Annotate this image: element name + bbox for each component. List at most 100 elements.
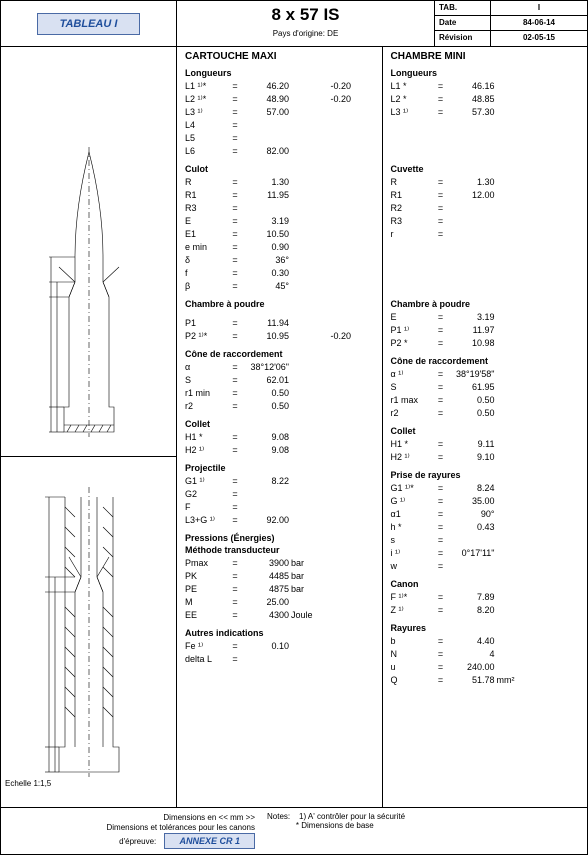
row-label: H1 * bbox=[185, 431, 229, 444]
row-unit bbox=[289, 119, 323, 132]
row-delta bbox=[323, 374, 351, 387]
row-eq: = bbox=[229, 241, 241, 254]
row-delta bbox=[323, 570, 351, 583]
row-delta bbox=[323, 501, 351, 514]
row-value: 12.00 bbox=[447, 189, 495, 202]
data-row: R1=12.00 bbox=[391, 189, 584, 202]
row-value: 38°12'06" bbox=[241, 361, 289, 374]
data-row: f=0.30 bbox=[185, 267, 378, 280]
data-area: CARTOUCHE MAXI Longueurs L1 ¹⁾*=46.20-0.… bbox=[177, 47, 587, 807]
row-value bbox=[447, 534, 495, 547]
row-value: 10.95 bbox=[241, 330, 289, 343]
data-row: Z ¹⁾=8.20 bbox=[391, 604, 584, 617]
row-eq: = bbox=[229, 557, 241, 570]
data-row: L1 ¹⁾*=46.20-0.20 bbox=[185, 80, 378, 93]
row-unit: bar bbox=[289, 570, 323, 583]
body: Echelle 1:1,5 CARTOUCHE MAXI Longueurs L… bbox=[1, 47, 587, 807]
row-value: 48.90 bbox=[241, 93, 289, 106]
data-row: E1=10.50 bbox=[185, 228, 378, 241]
row-value: 1.30 bbox=[447, 176, 495, 189]
doc-title: 8 x 57 IS bbox=[177, 5, 434, 25]
row-delta bbox=[323, 514, 351, 527]
row-unit bbox=[289, 267, 323, 280]
data-row: R=1.30 bbox=[185, 176, 378, 189]
row-unit bbox=[495, 381, 529, 394]
row-value: 45° bbox=[241, 280, 289, 293]
row-delta bbox=[323, 361, 351, 374]
row-value: 0.50 bbox=[241, 400, 289, 413]
row-value: 4875 bbox=[241, 583, 289, 596]
row-eq: = bbox=[435, 534, 447, 547]
row-unit bbox=[495, 80, 529, 93]
sec-pressions: Pressions (Énergies) bbox=[185, 533, 378, 543]
row-unit bbox=[495, 508, 529, 521]
row-eq: = bbox=[435, 635, 447, 648]
dim-mm: Dimensions en << mm >> bbox=[7, 813, 255, 822]
row-eq: = bbox=[435, 451, 447, 464]
row-delta bbox=[529, 311, 557, 324]
row-unit bbox=[289, 80, 323, 93]
row-unit bbox=[289, 640, 323, 653]
row-delta bbox=[529, 80, 557, 93]
row-eq: = bbox=[229, 202, 241, 215]
note1: 1) A' contrôler pour la sécurité bbox=[299, 812, 405, 821]
sec-cm-chambre: Chambre à poudre bbox=[391, 299, 584, 309]
data-row: L1 *=46.16 bbox=[391, 80, 584, 93]
row-label: H1 * bbox=[391, 438, 435, 451]
row-label: r2 bbox=[185, 400, 229, 413]
row-unit bbox=[289, 241, 323, 254]
data-row: r1 max=0.50 bbox=[391, 394, 584, 407]
row-unit bbox=[289, 653, 323, 666]
row-label: F bbox=[185, 501, 229, 514]
row-value: 92.00 bbox=[241, 514, 289, 527]
data-row: α=38°12'06" bbox=[185, 361, 378, 374]
row-unit bbox=[289, 106, 323, 119]
row-unit bbox=[495, 648, 529, 661]
row-unit bbox=[495, 228, 529, 241]
row-unit bbox=[289, 317, 323, 330]
footer-right: Notes: 1) A' contrôler pour la sécurité … bbox=[261, 808, 587, 854]
chamber-diagram: Echelle 1:1,5 bbox=[1, 457, 176, 807]
row-value: 0.50 bbox=[447, 407, 495, 420]
row-label: P1 ¹⁾ bbox=[391, 324, 435, 337]
row-label: α1 bbox=[391, 508, 435, 521]
row-label: β bbox=[185, 280, 229, 293]
row-delta bbox=[323, 189, 351, 202]
row-eq: = bbox=[229, 176, 241, 189]
data-row: H1 *=9.11 bbox=[391, 438, 584, 451]
data-row: P2 *=10.98 bbox=[391, 337, 584, 350]
row-unit bbox=[289, 215, 323, 228]
row-value: 9.10 bbox=[447, 451, 495, 464]
row-eq: = bbox=[435, 648, 447, 661]
row-delta bbox=[323, 317, 351, 330]
row-delta bbox=[529, 189, 557, 202]
row-delta bbox=[323, 145, 351, 158]
row-unit: bar bbox=[289, 557, 323, 570]
row-label: i ¹⁾ bbox=[391, 547, 435, 560]
row-label: r1 max bbox=[391, 394, 435, 407]
row-eq: = bbox=[435, 189, 447, 202]
row-eq: = bbox=[435, 591, 447, 604]
row-label: r1 min bbox=[185, 387, 229, 400]
row-label: L3 ¹⁾ bbox=[185, 106, 229, 119]
row-delta bbox=[323, 475, 351, 488]
row-value bbox=[241, 501, 289, 514]
row-eq: = bbox=[229, 119, 241, 132]
data-row: e min=0.90 bbox=[185, 241, 378, 254]
row-label: S bbox=[391, 381, 435, 394]
row-value: 10.98 bbox=[447, 337, 495, 350]
row-unit bbox=[289, 228, 323, 241]
row-delta bbox=[529, 604, 557, 617]
row-value bbox=[447, 215, 495, 228]
row-label: Pmax bbox=[185, 557, 229, 570]
row-eq: = bbox=[229, 254, 241, 267]
row-delta bbox=[323, 596, 351, 609]
cartouche-col: CARTOUCHE MAXI Longueurs L1 ¹⁾*=46.20-0.… bbox=[177, 47, 383, 807]
row-unit bbox=[495, 189, 529, 202]
sec-methode: Méthode transducteur bbox=[185, 545, 378, 555]
header-mid: 8 x 57 IS Pays d'origine: DE bbox=[177, 1, 435, 46]
row-eq: = bbox=[229, 596, 241, 609]
row-value bbox=[447, 560, 495, 573]
row-unit bbox=[289, 361, 323, 374]
row-value: 35.00 bbox=[447, 495, 495, 508]
